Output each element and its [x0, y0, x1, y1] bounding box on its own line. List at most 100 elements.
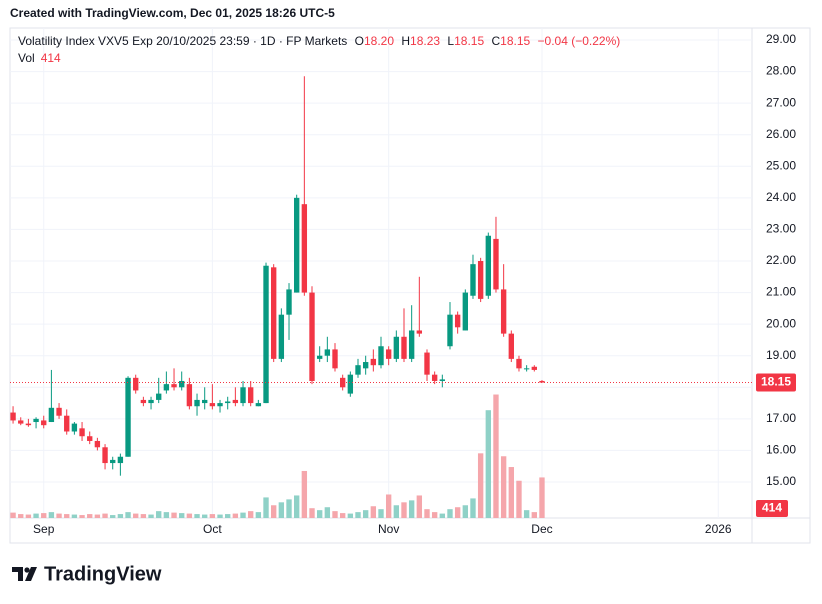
candle-body: [324, 349, 331, 356]
legend-l: L: [447, 34, 454, 48]
volume-legend-label: Vol: [18, 51, 35, 65]
candle-body: [516, 358, 522, 369]
volume-bar: [355, 512, 361, 518]
legend: Volatility Index VXV5 Exp 20/10/2025 23:…: [18, 34, 620, 48]
candle-body: [148, 399, 154, 404]
volume-bar: [493, 394, 499, 518]
volume-bar: [516, 480, 522, 518]
volume-bar: [102, 513, 108, 518]
volume-bar: [431, 512, 438, 518]
x-tick-label: Dec: [531, 522, 552, 536]
candle-body: [263, 265, 269, 404]
y-tick-label: 29.00: [766, 32, 796, 46]
candle-body: [416, 330, 423, 334]
candle-body: [362, 362, 369, 369]
volume-bar: [94, 514, 101, 518]
volume-bar: [508, 467, 514, 518]
candle-body: [179, 380, 185, 388]
candle-body: [408, 330, 415, 359]
candle-body: [171, 384, 177, 388]
volume-bar: [133, 513, 139, 518]
candle-body: [447, 314, 453, 347]
volume-bar: [194, 514, 200, 518]
candle-body: [385, 349, 392, 359]
candle-body: [462, 292, 469, 331]
y-tick-label: 25.00: [766, 158, 796, 172]
volume-bar: [263, 497, 269, 518]
candle-body: [133, 377, 139, 391]
volume-bar: [523, 510, 530, 518]
candle-body: [186, 384, 193, 407]
candle-body: [508, 333, 514, 359]
y-tick-label: 21.00: [766, 285, 796, 299]
volume-bar: [424, 509, 430, 518]
candle-body: [125, 377, 131, 457]
volume-bar: [209, 514, 216, 518]
candle-body: [539, 380, 545, 383]
candle-body: [393, 336, 400, 359]
volume-bar: [41, 513, 47, 518]
volume-bar: [79, 515, 85, 518]
volume-bar: [117, 514, 124, 518]
volume-bar: [25, 514, 32, 518]
volume-bar: [255, 512, 262, 518]
y-tick-label: 24.00: [766, 190, 796, 204]
y-tick-label: 22.00: [766, 253, 796, 267]
volume-bar: [232, 513, 239, 518]
candle-body: [94, 440, 101, 448]
candle-body: [217, 403, 223, 407]
volume-bar: [416, 495, 423, 518]
volume-bar: [347, 513, 354, 518]
candle-body: [470, 264, 476, 296]
y-tick-label: 19.00: [766, 348, 796, 362]
volume-bar: [202, 514, 208, 518]
candle-body: [248, 387, 254, 404]
last-price-label: 18.15: [761, 375, 791, 389]
candle-body: [531, 366, 537, 370]
volume-bar: [378, 509, 384, 518]
volume-bar: [462, 505, 469, 518]
candle-body: [431, 374, 438, 381]
candle-body: [140, 399, 147, 404]
candle-body: [48, 407, 55, 423]
volume-bar: [110, 515, 116, 518]
candle-body: [271, 267, 277, 359]
volume-bar: [339, 513, 346, 518]
candle-body: [194, 399, 200, 407]
volume-bar: [33, 513, 39, 518]
candle-body: [10, 412, 16, 421]
candle-body: [41, 420, 47, 426]
candle-body: [454, 314, 461, 328]
volume-bar: [18, 514, 24, 518]
volume-bar: [271, 505, 277, 518]
candle-body: [439, 379, 446, 381]
volume-bar: [293, 495, 300, 518]
candle-body: [500, 289, 507, 334]
candle-body: [25, 423, 32, 426]
candle-body: [64, 415, 70, 432]
volume-bar: [485, 410, 491, 518]
volume-bar: [140, 514, 147, 518]
y-tick-label: 23.00: [766, 222, 796, 236]
volume-bar: [531, 512, 537, 518]
candle-body: [370, 358, 377, 366]
volume-bar: [324, 507, 331, 518]
volume-bar: [316, 510, 323, 518]
volume-bar: [393, 505, 400, 518]
volume-bar: [454, 507, 461, 518]
volume-bar: [87, 514, 93, 518]
x-tick-label: Oct: [203, 522, 222, 536]
candle-body: [316, 355, 323, 359]
volume-bar: [301, 470, 308, 518]
volume-bar: [156, 511, 162, 518]
volume-bar: [163, 512, 170, 518]
volume-bar: [439, 513, 446, 518]
volume-bar: [125, 512, 131, 518]
candle-body: [117, 456, 124, 464]
volume-label: 414: [762, 501, 782, 515]
candle-body: [278, 314, 285, 359]
candle-body: [378, 346, 384, 366]
created-note: Created with TradingView.com, Dec 01, 20…: [10, 6, 335, 20]
volume-bar: [539, 477, 545, 518]
volume-bar: [171, 512, 177, 518]
